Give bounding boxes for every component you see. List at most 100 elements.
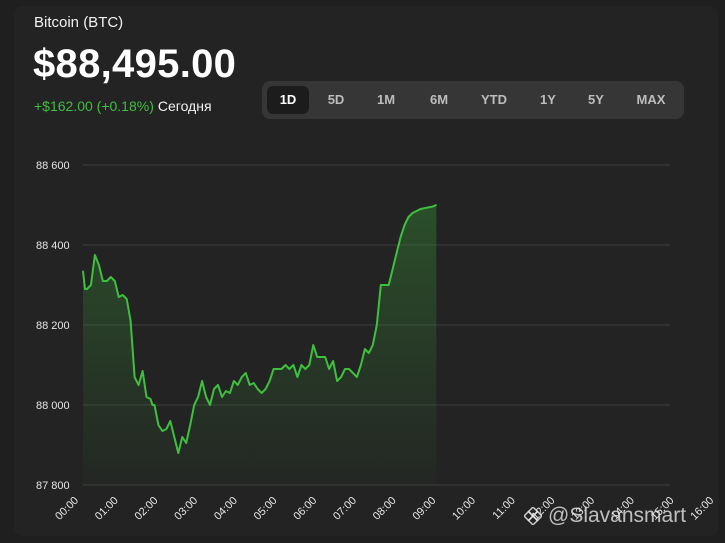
- price-point: [411, 212, 414, 214]
- price-point: [320, 356, 322, 358]
- price-change-period: Сегодня: [157, 98, 212, 114]
- price-point: [114, 280, 116, 282]
- y-tick-label: 88 200: [36, 320, 70, 332]
- price-point: [400, 236, 402, 238]
- price-point: [368, 352, 370, 354]
- price-point: [177, 452, 179, 454]
- range-tab-max[interactable]: MAX: [636, 92, 666, 107]
- price-point: [213, 388, 215, 390]
- price-point: [268, 380, 271, 382]
- x-tick-label: 01:00: [93, 495, 121, 523]
- price-point: [134, 376, 136, 378]
- price-point: [181, 436, 183, 438]
- price-point: [257, 388, 259, 390]
- price-point: [388, 284, 390, 286]
- price-point: [431, 206, 433, 208]
- price-point: [141, 370, 144, 372]
- price-points: [82, 204, 437, 454]
- range-tab-1y[interactable]: 1Y: [540, 92, 556, 107]
- time-range-selector: 1D 5D 1M 6M YTD 1Y 5Y MAX: [262, 81, 684, 119]
- price-point: [193, 404, 195, 406]
- price-point: [173, 436, 175, 438]
- x-tick-label: 10:00: [450, 495, 478, 523]
- price-point: [392, 268, 394, 270]
- price-point: [98, 264, 100, 266]
- y-tick-label: 88 400: [36, 240, 70, 252]
- price-point: [137, 384, 140, 386]
- price-point: [376, 324, 378, 326]
- price-point: [217, 384, 219, 386]
- price-point: [261, 392, 263, 394]
- price-point: [225, 390, 227, 392]
- range-tab-1d[interactable]: 1D: [267, 86, 309, 114]
- price-point: [272, 368, 275, 370]
- price-point: [151, 404, 154, 406]
- price-point: [153, 404, 156, 406]
- price-point: [110, 276, 112, 278]
- binance-square-icon: [524, 507, 542, 525]
- x-tick-label: 02:00: [133, 495, 161, 523]
- price-point: [102, 280, 104, 282]
- price-point: [90, 284, 92, 286]
- price-point: [82, 270, 84, 272]
- asset-name: Bitcoin (BTC): [34, 14, 124, 31]
- price-point: [165, 428, 167, 430]
- range-tab-5d[interactable]: 5D: [327, 92, 345, 107]
- price-point: [364, 348, 366, 350]
- price-point: [185, 442, 187, 444]
- x-tick-label: 04:00: [212, 495, 240, 523]
- price-point: [84, 288, 86, 290]
- price-point: [433, 205, 435, 207]
- price-point: [336, 380, 338, 382]
- price-point: [316, 356, 318, 358]
- range-tab-5y[interactable]: 5Y: [588, 92, 604, 107]
- price-point: [284, 364, 287, 366]
- price-point: [149, 398, 152, 400]
- price-point: [312, 344, 314, 346]
- y-axis-labels: 88 600 88 400 88 200 88 000 87 800: [36, 160, 70, 492]
- x-tick-label: 07:00: [331, 495, 359, 523]
- y-tick-label: 88 000: [36, 400, 70, 412]
- price-point: [253, 382, 255, 384]
- y-tick-label: 88 600: [36, 160, 70, 172]
- price-point: [324, 356, 326, 358]
- price-point: [197, 396, 199, 398]
- price-point: [419, 208, 422, 210]
- price-point: [161, 430, 163, 432]
- price-point: [332, 360, 334, 362]
- price-point: [292, 364, 295, 366]
- price-point: [265, 388, 267, 390]
- price-point: [328, 368, 330, 370]
- watermark-text: @Slavansmart: [548, 504, 687, 527]
- price-point: [380, 284, 382, 286]
- price-point: [221, 396, 223, 398]
- price-point: [118, 296, 120, 298]
- price-area-fill: [83, 205, 437, 485]
- range-tab-ytd[interactable]: YTD: [481, 92, 507, 107]
- price-point: [304, 368, 306, 370]
- price-point: [145, 396, 148, 398]
- price-point: [280, 368, 283, 370]
- price-point: [233, 380, 235, 382]
- price-point: [360, 364, 362, 366]
- price-point: [356, 376, 358, 378]
- price-point: [122, 294, 124, 296]
- price-point: [205, 396, 207, 398]
- price-change-row: +$162.00 (+0.18%) Сегодня: [34, 98, 212, 114]
- price-point: [344, 368, 346, 370]
- range-tab-1m[interactable]: 1M: [376, 92, 396, 107]
- range-tab-6m[interactable]: 6M: [429, 92, 449, 107]
- price-point: [249, 384, 251, 386]
- price-point: [352, 372, 354, 374]
- x-tick-label: 03:00: [172, 495, 200, 523]
- price-point: [415, 210, 418, 212]
- price-point: [229, 392, 231, 394]
- price-point: [189, 424, 191, 426]
- price-point: [429, 206, 431, 208]
- price-point: [288, 368, 291, 370]
- x-tick-label: 05:00: [252, 495, 280, 523]
- price-point: [94, 254, 96, 256]
- price-point: [276, 368, 279, 370]
- price-point: [130, 320, 132, 322]
